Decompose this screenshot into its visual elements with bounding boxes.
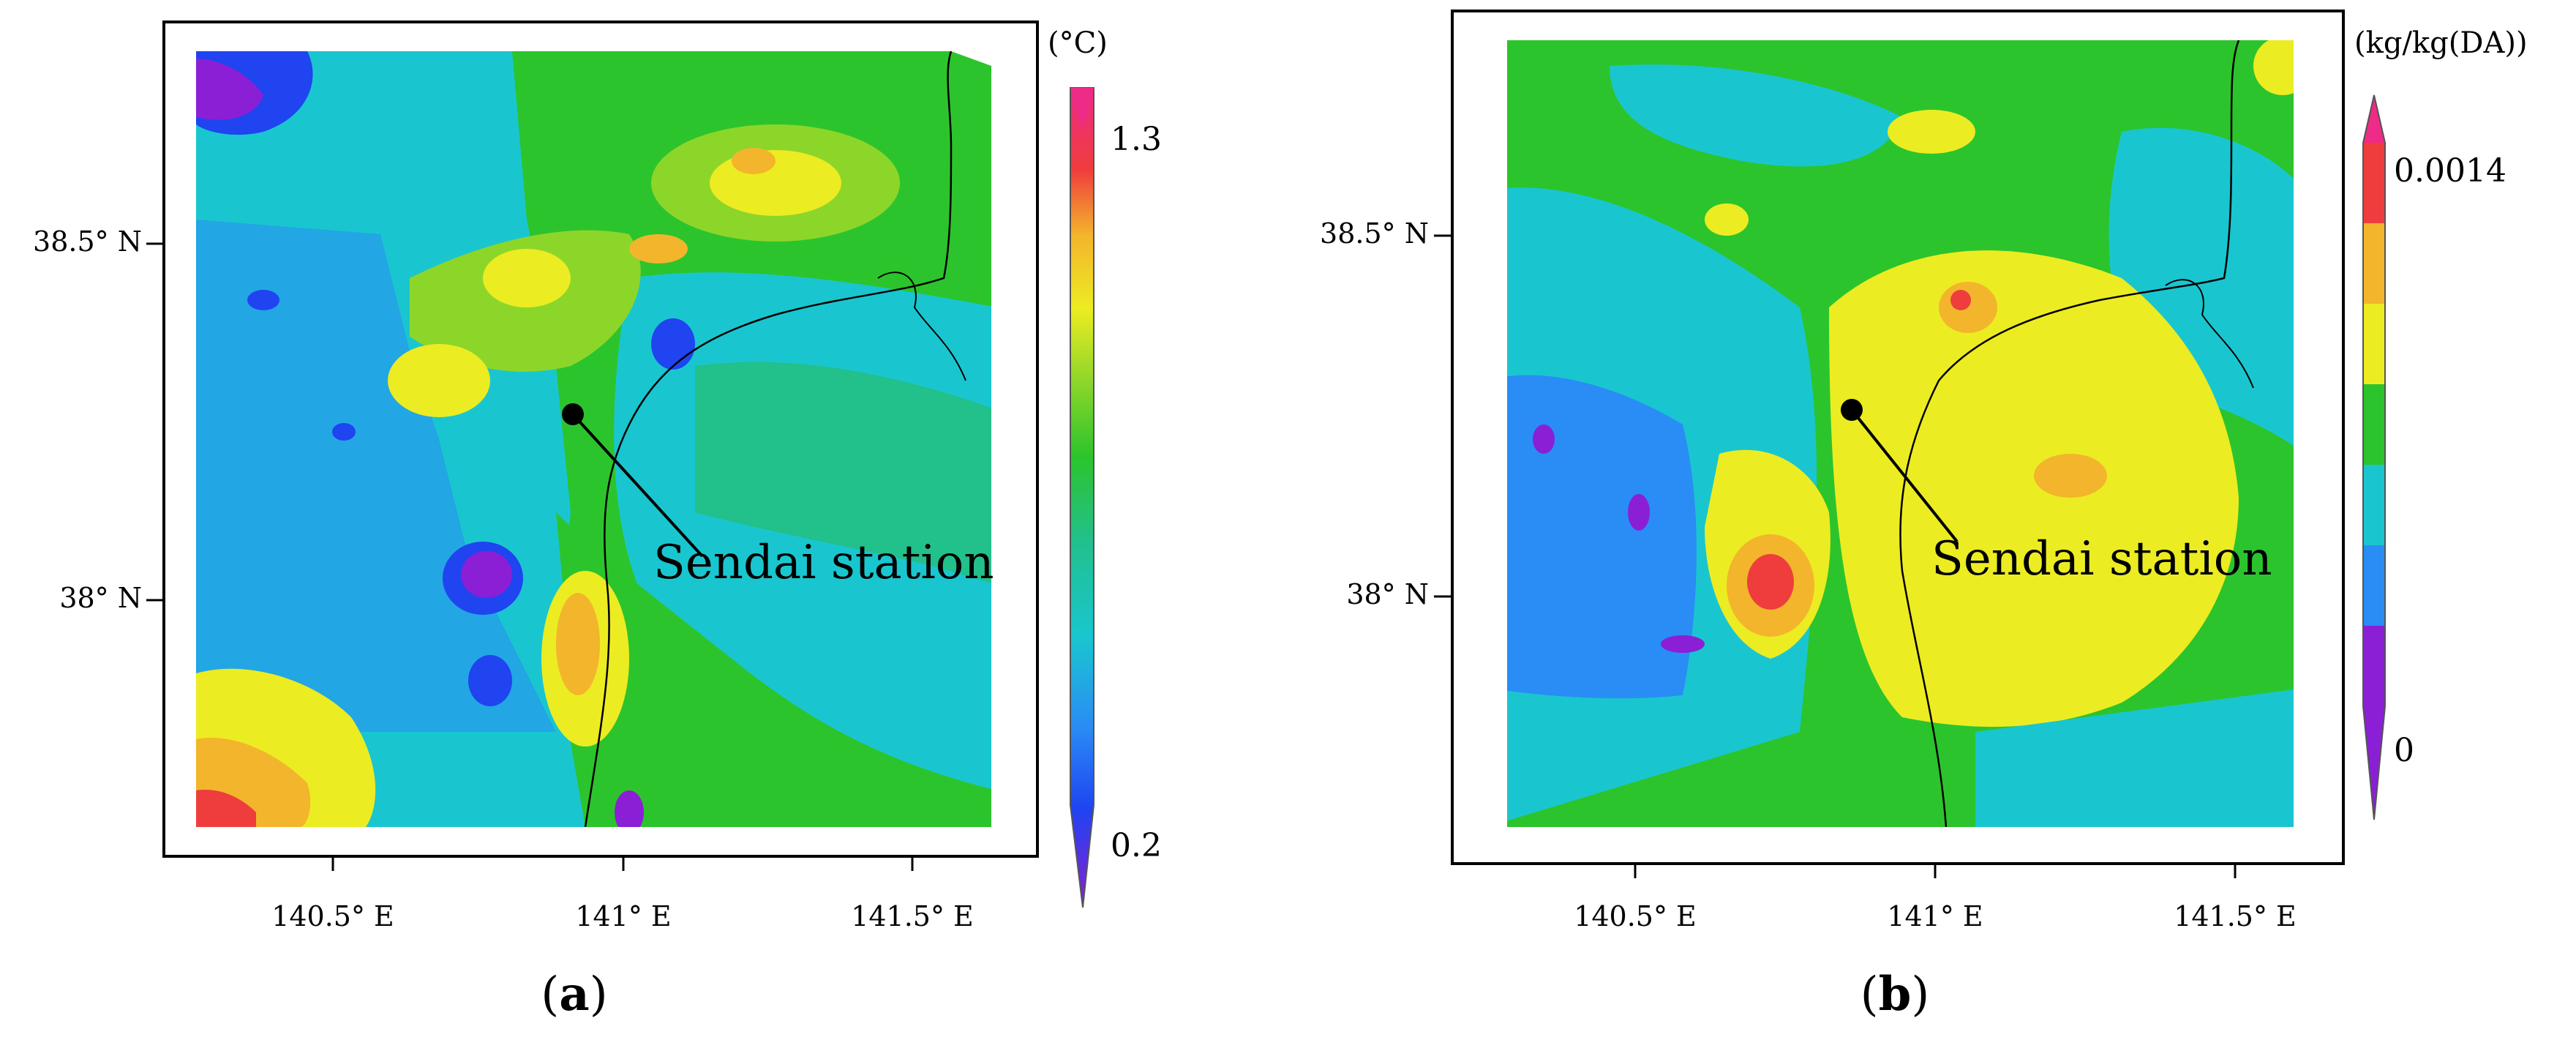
y-axis-a: 38.5° N 38° N bbox=[33, 225, 164, 614]
colorbar-b-band bbox=[2363, 304, 2385, 384]
colorbar-max-label: 0.0014 bbox=[2394, 152, 2506, 190]
station-label: Sendai station bbox=[1931, 532, 2272, 586]
station-marker-a: Sendai station bbox=[562, 403, 994, 590]
colorbar-b-band bbox=[2363, 626, 2385, 706]
y-tick-label: 38.5° N bbox=[1320, 217, 1429, 250]
colorbar-min-label: 0 bbox=[2394, 732, 2414, 769]
panel-b: 38.5° N 38° N 140.5° E 141° E 141.5° E S… bbox=[1320, 10, 2528, 1022]
x-tick-label: 141.5° E bbox=[2174, 900, 2297, 932]
y-tick-label: 38° N bbox=[59, 582, 142, 614]
colorbar-unit: (kg/kg(DA)) bbox=[2354, 26, 2528, 60]
panel-caption-a: (a) bbox=[541, 967, 607, 1022]
colorbar-max-label: 1.3 bbox=[1111, 121, 1162, 158]
map-a bbox=[196, 51, 997, 827]
colorbar-b-tip-bottom bbox=[2363, 706, 2385, 820]
colorbar-b-band bbox=[2363, 465, 2385, 545]
colorbar-b: (kg/kg(DA)) 0.0014 0 bbox=[2354, 26, 2528, 820]
panel-letter: a bbox=[559, 967, 589, 1022]
y-tick-label: 38.5° N bbox=[33, 225, 142, 258]
panel-letter: b bbox=[1879, 967, 1912, 1022]
colorbar-b-band bbox=[2363, 384, 2385, 465]
x-axis-b: 140.5° E 141° E 141.5° E bbox=[1574, 864, 2297, 932]
colorbar-b-band bbox=[2363, 223, 2385, 304]
y-axis-b: 38.5° N 38° N bbox=[1320, 217, 1452, 610]
colorbar-b-tip-top bbox=[2363, 95, 2385, 143]
colorbar-a: (°C) 1.3 0.2 bbox=[1048, 26, 1162, 908]
x-tick-label: 140.5° E bbox=[1574, 900, 1697, 932]
x-tick-label: 140.5° E bbox=[271, 900, 394, 932]
panel-a: 38.5° N 38° N 140.5° E 141° E 141.5° E S… bbox=[33, 20, 1162, 1022]
x-tick-label: 141° E bbox=[1887, 900, 1983, 932]
x-tick-label: 141.5° E bbox=[851, 900, 974, 932]
colorbar-unit: (°C) bbox=[1048, 26, 1108, 60]
x-tick-label: 141° E bbox=[575, 900, 671, 932]
station-marker-b: Sendai station bbox=[1841, 399, 2272, 586]
colorbar-b-band bbox=[2363, 143, 2385, 223]
x-axis-a: 140.5° E 141° E 141.5° E bbox=[271, 856, 974, 932]
panel-caption-b: (b) bbox=[1860, 967, 1930, 1022]
map-b bbox=[1487, 40, 2305, 827]
colorbar-min-label: 0.2 bbox=[1111, 827, 1162, 864]
map-frame-b bbox=[1451, 10, 2345, 865]
y-tick-label: 38° N bbox=[1346, 578, 1429, 610]
station-label: Sendai station bbox=[653, 536, 994, 590]
map-frame-a bbox=[162, 20, 1039, 858]
colorbar-b-band bbox=[2363, 545, 2385, 626]
